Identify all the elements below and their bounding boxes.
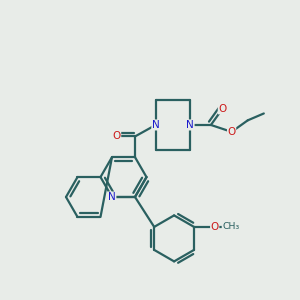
Text: O: O — [218, 104, 226, 114]
Text: N: N — [152, 120, 160, 130]
Text: CH₃: CH₃ — [222, 222, 239, 231]
Text: O: O — [211, 222, 219, 232]
Text: N: N — [186, 120, 194, 130]
Text: O: O — [112, 131, 121, 142]
Text: O: O — [227, 127, 236, 137]
Text: N: N — [108, 192, 116, 202]
